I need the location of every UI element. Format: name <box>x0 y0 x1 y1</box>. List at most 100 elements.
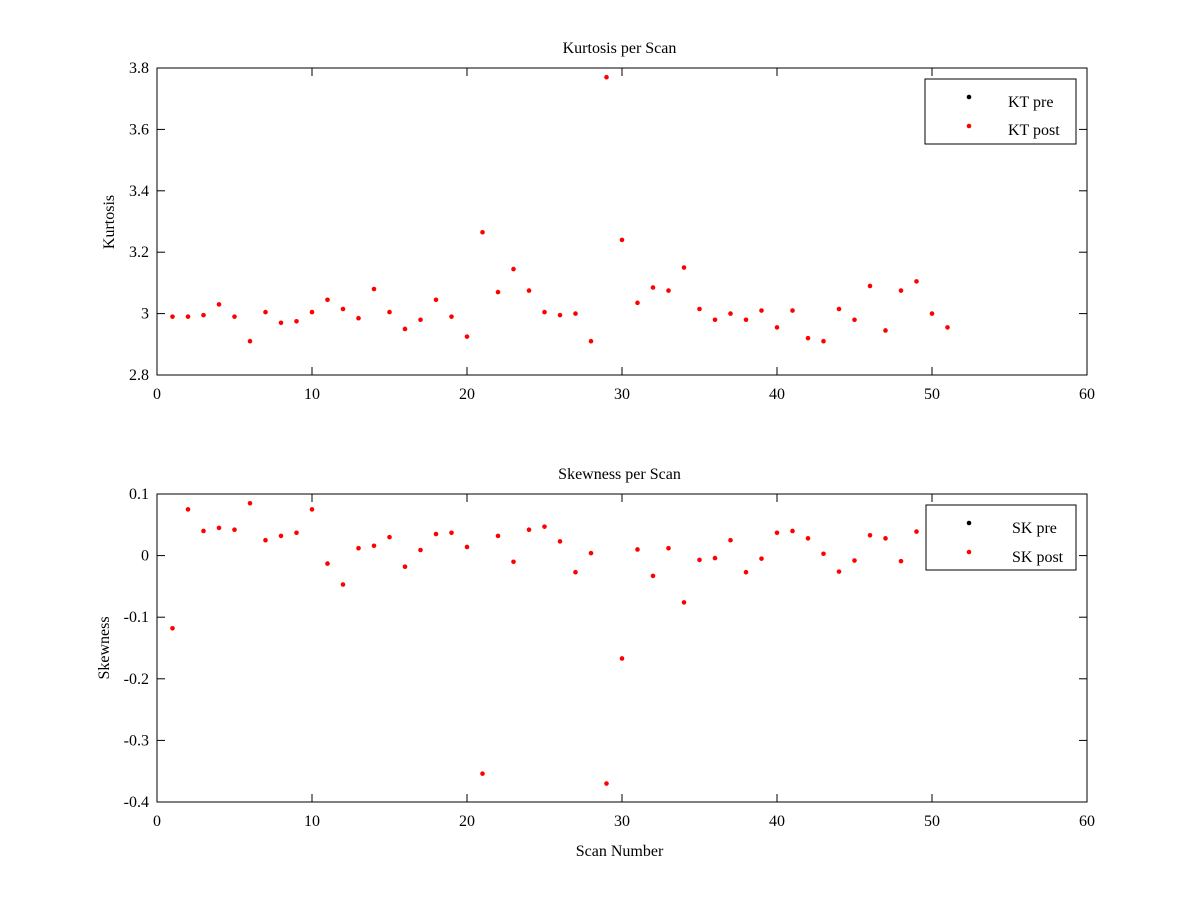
data-point <box>418 317 423 323</box>
x-axis: 0 10 20 30 40 50 60 <box>153 68 1095 403</box>
data-point <box>325 297 330 303</box>
data-point <box>557 539 563 544</box>
x-tick-label: 50 <box>924 386 940 403</box>
x-tick-label: 20 <box>459 813 475 830</box>
data-point <box>836 306 842 312</box>
data-point <box>201 528 206 534</box>
legend-marker-kt-pre <box>966 94 972 100</box>
data-point <box>883 536 888 541</box>
data-point <box>945 325 950 330</box>
data-point <box>852 317 857 323</box>
data-points <box>170 74 950 344</box>
x-tick-label: 40 <box>769 386 785 403</box>
data-point <box>588 550 594 556</box>
legend-label-kt-post: KT post <box>1008 122 1060 139</box>
data-point <box>759 308 764 313</box>
data-point <box>821 338 826 344</box>
data-point <box>697 306 702 312</box>
data-point <box>371 543 377 549</box>
data-point <box>402 326 408 332</box>
data-point <box>790 528 795 534</box>
x-axis: 0 10 20 30 40 50 60 <box>153 494 1095 830</box>
x-tick-label: 30 <box>614 813 630 830</box>
data-point <box>278 533 284 539</box>
legend-marker-kt-post <box>966 123 972 129</box>
data-point <box>418 547 423 553</box>
data-point <box>526 288 532 293</box>
data-point <box>573 311 578 316</box>
data-point <box>387 534 392 540</box>
data-point <box>898 288 904 293</box>
y-tick-label: 0.1 <box>129 486 149 503</box>
data-point <box>216 302 222 307</box>
y-tick-label: 3.8 <box>129 60 149 77</box>
data-point <box>294 530 299 536</box>
data-point <box>511 266 516 272</box>
data-point <box>464 334 470 339</box>
data-point <box>712 317 718 323</box>
data-point <box>511 559 516 565</box>
y-axis: 2.8 3 3.2 3.4 3.6 3.8 <box>129 60 1087 384</box>
data-point <box>449 314 454 319</box>
data-point <box>774 530 780 536</box>
data-point <box>697 557 702 563</box>
data-point <box>185 507 191 512</box>
data-point <box>356 545 361 551</box>
legend-label-sk-pre: SK pre <box>1012 520 1057 537</box>
y-tick-label: -0.4 <box>124 794 149 811</box>
legend: KT pre KT post <box>924 78 1077 145</box>
data-point <box>681 265 687 270</box>
data-point <box>914 279 919 284</box>
legend-marker-sk-post <box>966 549 972 555</box>
data-point <box>805 536 811 541</box>
x-tick-label: 20 <box>459 386 475 403</box>
data-point <box>371 286 377 292</box>
data-point <box>743 317 749 323</box>
data-point <box>232 314 237 319</box>
x-tick-label: 0 <box>153 386 161 403</box>
data-point <box>263 309 268 315</box>
legend: SK pre SK post <box>925 504 1077 571</box>
data-point <box>278 320 284 326</box>
data-point <box>604 74 609 80</box>
kurtosis-chart: Kurtosis per Scan 2.8 3 3.2 3.4 3.6 3.8 0 10 20… <box>101 40 1095 403</box>
data-point <box>821 551 826 557</box>
data-point <box>356 315 361 321</box>
data-point <box>309 309 315 315</box>
data-point <box>619 656 625 661</box>
data-point <box>480 229 485 235</box>
y-tick-label: 3.2 <box>129 244 149 261</box>
data-point <box>774 325 780 330</box>
y-axis: -0.4 -0.3 -0.2 -0.1 0 0.1 <box>124 486 1087 811</box>
y-tick-label: 3.4 <box>129 183 149 200</box>
data-point <box>588 338 594 344</box>
data-point <box>743 569 749 575</box>
data-point <box>464 544 470 550</box>
data-point <box>898 558 904 564</box>
data-point <box>170 314 175 319</box>
data-point <box>433 297 439 303</box>
y-tick-label: -0.2 <box>124 671 149 688</box>
data-point <box>232 527 237 533</box>
data-points <box>170 500 919 786</box>
data-point <box>619 237 625 243</box>
data-point <box>247 500 253 506</box>
y-axis-label: Skewness <box>96 616 113 679</box>
data-point <box>635 547 640 552</box>
data-point <box>201 312 206 318</box>
y-tick-label: -0.1 <box>124 609 149 626</box>
data-point <box>247 338 253 344</box>
data-point <box>867 283 873 289</box>
y-tick-label: 0 <box>141 548 149 565</box>
x-tick-label: 60 <box>1079 386 1095 403</box>
data-point <box>712 555 718 561</box>
data-point <box>666 288 671 293</box>
skewness-chart: Skewness per Scan -0.4 -0.3 -0.2 -0.1 0 0.1 0… <box>96 466 1095 860</box>
data-point <box>728 537 733 543</box>
data-point <box>681 600 687 605</box>
data-point <box>402 564 408 569</box>
data-point <box>325 561 330 566</box>
y-axis-label: Kurtosis <box>101 195 118 249</box>
y-tick-label: 2.8 <box>129 367 149 384</box>
